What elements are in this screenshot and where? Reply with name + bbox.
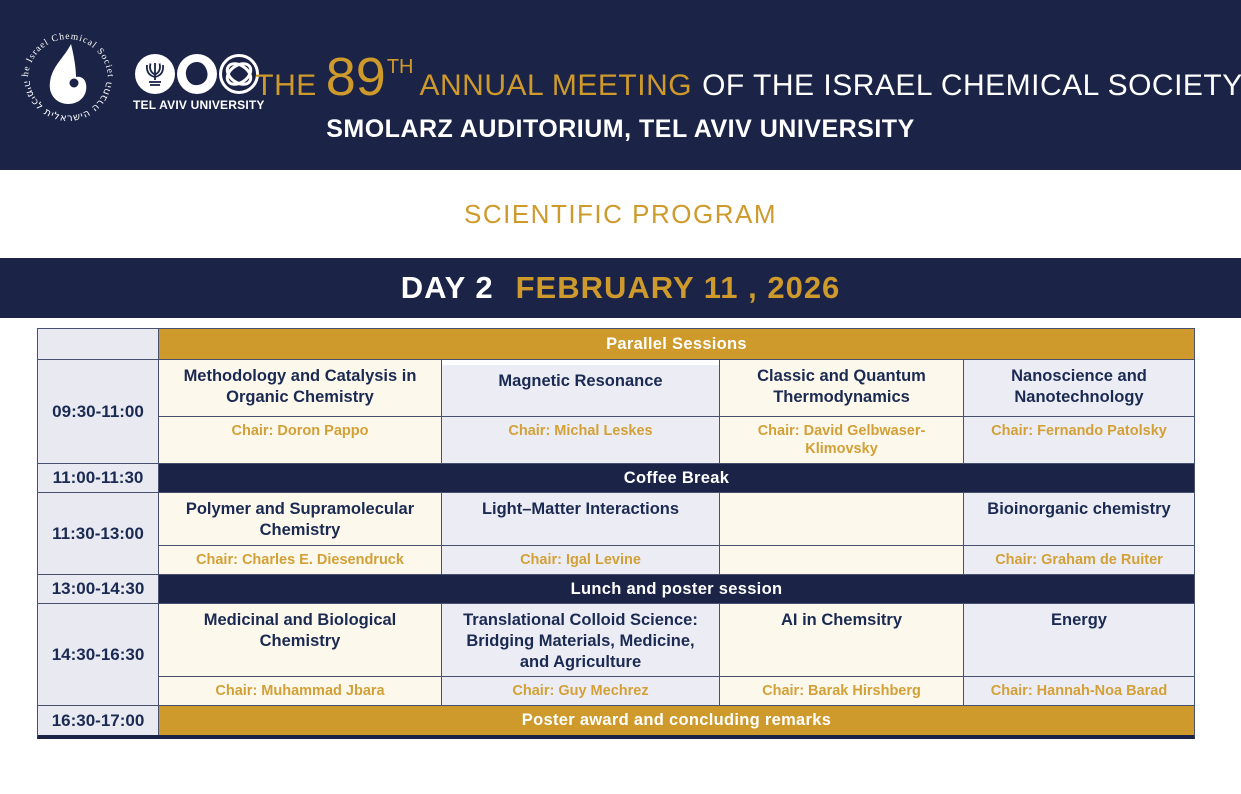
coffee-break-bar: Coffee Break — [159, 464, 1194, 492]
chair-cell: Chair: Guy Mechrez — [442, 677, 719, 705]
chair-cell: Chair: Charles E. Diesendruck — [159, 546, 441, 574]
day-banner: DAY 2 FEBRUARY 11 , 2026 — [0, 258, 1241, 318]
title-society: OF THE ISRAEL CHEMICAL SOCIETY — [702, 69, 1241, 102]
session-cell: Nanoscience and Nanotechnology — [964, 360, 1194, 416]
title-ordinal: TH — [386, 56, 414, 78]
time-cell-empty — [38, 329, 158, 359]
tau-logo: TEL AVIV UNIVERSITY — [133, 52, 265, 112]
chair-cell: Chair: Igal Levine — [442, 546, 719, 574]
session-cell: Translational Colloid Science: Bridging … — [442, 604, 719, 676]
session-cell: Light–Matter Interactions — [442, 493, 719, 545]
ics-drop-icon — [49, 44, 87, 104]
session-cell-empty — [720, 493, 963, 545]
chair-cell: Chair: Michal Leskes — [442, 417, 719, 463]
time-cell: 16:30-17:00 — [38, 706, 158, 735]
tau-swirl-circle — [219, 54, 259, 94]
chair-cell: Chair: David Gelbwaser-Klimovsky — [720, 417, 963, 463]
day-date: FEBRUARY 11 , 2026 — [515, 270, 841, 305]
session-cell: Bioinorganic chemistry — [964, 493, 1194, 545]
tau-emblem-circle — [135, 54, 175, 94]
chair-cell: Chair: Hannah-Noa Barad — [964, 677, 1194, 705]
time-cell: 09:30-11:00 — [38, 360, 158, 463]
program-label: SCIENTIFIC PROGRAM — [463, 198, 777, 229]
venue-subtitle: SMOLARZ AUDITORIUM, TEL AVIV UNIVERSITY — [326, 115, 915, 143]
schedule-table: Parallel Sessions 09:30-11:00 Methodolog… — [37, 328, 1195, 739]
title-the: THE — [255, 69, 317, 102]
time-cell: 13:00-14:30 — [38, 575, 158, 603]
parallel-sessions-bar: Parallel Sessions — [159, 329, 1194, 359]
menorah-icon — [146, 63, 164, 86]
chair-cell-empty — [720, 546, 963, 574]
session-cell: Medicinal and Biological Chemistry — [159, 604, 441, 676]
ics-logo-icon: The Israel Chemical Society החברה הישראל… — [13, 13, 114, 124]
chair-cell: Chair: Barak Hirshberg — [720, 677, 963, 705]
tau-logo-icon — [135, 54, 259, 94]
session-cell: Energy — [964, 604, 1194, 676]
session-cell: Magnetic Resonance — [442, 360, 719, 416]
tau-ring-circle — [177, 54, 217, 94]
session-cell: Polymer and Supramolecular Chemistry — [159, 493, 441, 545]
chair-cell: Chair: Graham de Ruiter — [964, 546, 1194, 574]
ics-logo: The Israel Chemical Society החברה הישראל… — [13, 13, 120, 138]
tau-logo-label: TEL AVIV UNIVERSITY — [133, 98, 265, 112]
session-cell: Methodology and Catalysis in Organic Che… — [159, 360, 441, 416]
session-cell: AI in Chemsitry — [720, 604, 963, 676]
time-cell: 11:30-13:00 — [38, 493, 158, 574]
program-strip: SCIENTIFIC PROGRAM — [0, 170, 1241, 258]
chair-cell: Chair: Muhammad Jbara — [159, 677, 441, 705]
session-cell: Classic and Quantum Thermodynamics — [720, 360, 963, 416]
lunch-bar: Lunch and poster session — [159, 575, 1194, 603]
time-cell: 11:00-11:30 — [38, 464, 158, 492]
chair-cell: Chair: Doron Pappo — [159, 417, 441, 463]
title-annual-meeting: ANNUAL MEETING — [419, 69, 693, 102]
title-number: 89 — [325, 47, 386, 107]
closing-bar: Poster award and concluding remarks — [159, 706, 1194, 735]
chair-cell: Chair: Fernando Patolsky — [964, 417, 1194, 463]
header: The Israel Chemical Society החברה הישראל… — [0, 0, 1241, 170]
time-cell: 14:30-16:30 — [38, 604, 158, 705]
day-label: DAY 2 — [400, 270, 494, 305]
page-title: THE 89 TH ANNUAL MEETING OF THE ISRAEL C… — [255, 46, 1241, 108]
